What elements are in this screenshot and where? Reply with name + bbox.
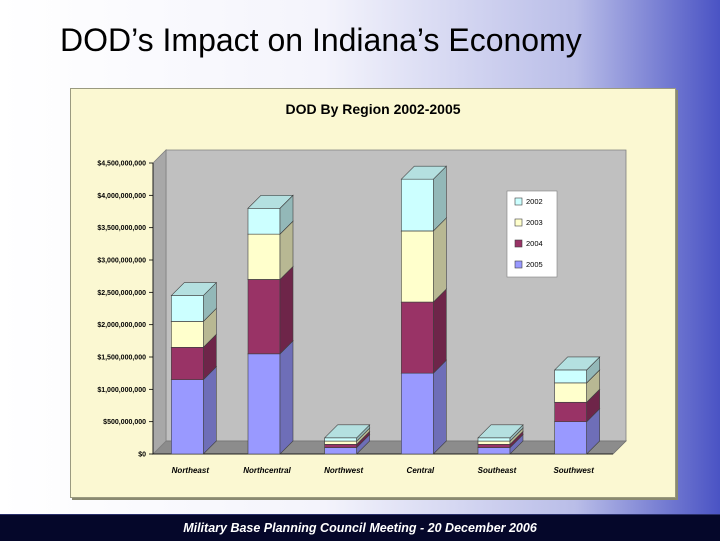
bar-top xyxy=(400,165,448,180)
bar-stack-southwest xyxy=(553,356,601,455)
bar-front xyxy=(324,443,357,448)
bar-front xyxy=(477,447,511,455)
legend-swatch-2004 xyxy=(514,239,523,248)
bar-side xyxy=(433,288,447,374)
y-tick-label: $2,500,000,000 xyxy=(97,290,146,297)
bar-top xyxy=(477,424,524,439)
bar-front xyxy=(554,382,587,403)
y-tick-label: $4,000,000,000 xyxy=(97,193,146,200)
y-tick-label: $3,000,000,000 xyxy=(97,258,146,265)
bar-stack-northwest xyxy=(323,424,371,455)
slide-title: DOD’s Impact on Indiana’s Economy xyxy=(60,22,582,58)
bar-front xyxy=(247,279,281,355)
x-tick-label: Central xyxy=(407,466,435,475)
footer-bar: Military Base Planning Council Meeting -… xyxy=(0,514,720,541)
bar-front xyxy=(171,295,204,322)
y-tick-label: $4,500,000,000 xyxy=(97,161,146,168)
bar-top xyxy=(553,356,601,371)
bar-front xyxy=(477,437,511,442)
bar-side xyxy=(433,217,447,303)
bar-side xyxy=(279,265,294,355)
bar-stack-southeast xyxy=(477,424,524,455)
legend-label-2003: 2003 xyxy=(526,218,543,227)
bar-front xyxy=(171,379,204,455)
legend-label-2002: 2002 xyxy=(526,197,543,206)
bar-segment-2002 xyxy=(247,194,294,235)
bar-front xyxy=(171,321,204,348)
y-tick-label: $1,500,000,000 xyxy=(97,355,146,362)
legend-swatch-2005 xyxy=(514,260,523,269)
bar-front xyxy=(324,437,357,442)
x-tick-label: Southeast xyxy=(478,466,517,475)
bar-front xyxy=(554,369,587,384)
bar-front xyxy=(171,346,204,380)
y-tick-label: $2,000,000,000 xyxy=(97,322,146,329)
bar-side xyxy=(433,359,447,455)
legend-swatch-2003 xyxy=(514,218,523,227)
legend-swatch-2002 xyxy=(514,197,523,206)
bar-segment-2002 xyxy=(553,356,601,384)
bar-front xyxy=(401,178,434,232)
bar-segment-2005 xyxy=(400,359,448,455)
legend-label-2004: 2004 xyxy=(526,239,543,248)
bar-segment-2002 xyxy=(400,165,448,232)
bar-front xyxy=(401,230,434,303)
x-tick-label: Northwest xyxy=(324,466,363,475)
bar-front xyxy=(247,353,281,455)
bar-segment-2005 xyxy=(247,340,294,455)
bar-front xyxy=(554,421,587,455)
stacked-bar-chart: DOD By Region 2002-2005 $0 $500,000,000 $1… xyxy=(97,101,627,475)
bar-front xyxy=(477,440,511,445)
bar-segment-2002 xyxy=(477,424,524,442)
y-tick-label: $1,000,000,000 xyxy=(97,387,146,394)
bar-segment-2002 xyxy=(170,281,218,323)
bar-front xyxy=(324,447,357,455)
bar-top xyxy=(323,424,371,439)
chart-legend: 2002 2003 2004 2005 xyxy=(506,190,558,278)
x-tick-label: Southwest xyxy=(553,466,594,475)
y-tick-label: $0 xyxy=(138,452,146,459)
plot-side-wall xyxy=(152,149,167,455)
footer-text: Military Base Planning Council Meeting -… xyxy=(183,521,537,535)
legend-label-2005: 2005 xyxy=(526,260,543,269)
bar-segment-2002 xyxy=(323,424,371,442)
bar-front xyxy=(401,301,434,374)
x-tick-label: Northeast xyxy=(172,466,210,475)
bar-front xyxy=(477,443,511,448)
chart-panel: DOD By Region 2002-2005 $0 $500,000,000 $1… xyxy=(70,88,676,498)
bar-top xyxy=(247,194,294,209)
bar-front xyxy=(554,401,587,422)
bar-top xyxy=(170,282,218,296)
bar-side xyxy=(279,340,294,455)
y-tick-label: $3,500,000,000 xyxy=(97,225,146,232)
bar-front xyxy=(324,440,357,445)
bar-stack-central xyxy=(400,165,448,455)
bar-stack-northeast xyxy=(170,281,218,455)
bar-front xyxy=(247,207,281,235)
chart-title: DOD By Region 2002-2005 xyxy=(285,101,460,117)
bar-stack-northcentral xyxy=(247,194,294,455)
y-tick-label: $500,000,000 xyxy=(103,419,146,426)
bar-side xyxy=(203,365,217,455)
bar-front xyxy=(247,233,281,280)
bar-front xyxy=(401,372,434,455)
x-tick-label: Northcentral xyxy=(243,466,291,475)
